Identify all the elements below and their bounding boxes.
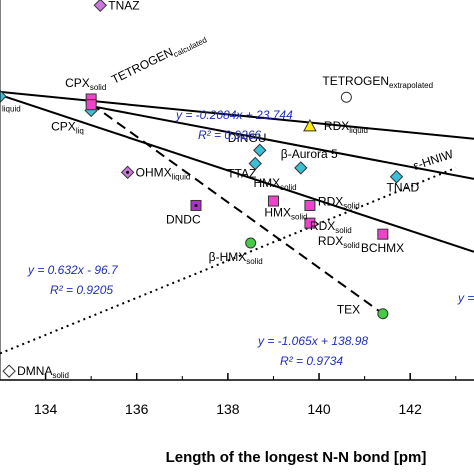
point-tex	[377, 308, 389, 320]
extra-label-1: TETROGENcalculated	[109, 29, 208, 88]
extra-label-2: HMXsolid	[264, 206, 307, 222]
label-β-hmx-solid: β-HMXsolid	[209, 250, 263, 266]
extra-label-3: RDXsolid	[310, 219, 352, 235]
r-squared-3: R² = 0.9734	[280, 354, 343, 368]
label-tex: TEX	[337, 303, 360, 317]
x-tick-label-136: 136	[125, 401, 149, 417]
label-hmx-solid: HMXsolid	[253, 176, 296, 192]
r-squared-1: R² = 0.9266	[198, 128, 261, 142]
point-tetrogen	[340, 91, 352, 103]
label-tetrogen-extrapolated: TETROGENextrapolated	[322, 74, 433, 90]
label-cpx-liq: CPXliq	[51, 119, 84, 135]
point-β-hmx	[245, 237, 257, 249]
equation-3: y = -1.065x + 138.98	[257, 334, 368, 348]
label-rdx-solid: RDXsolid	[318, 194, 360, 210]
point-hmx	[267, 195, 279, 207]
label-tnad: TNAD	[387, 181, 420, 195]
x-tick-label-134: 134	[34, 401, 58, 417]
point-dingu	[253, 143, 267, 157]
label-ohmx-liquid: OHMXliquid	[136, 165, 191, 181]
equation-2: y = 0.632x - 96.7	[27, 263, 119, 277]
extra-label-4: ε-HNIW	[411, 147, 455, 173]
fit-line-2	[0, 94, 474, 253]
point-rdx	[304, 199, 316, 211]
point-dot	[126, 170, 130, 174]
label-tnaz: TNAZ	[108, 0, 139, 12]
point-dot	[194, 203, 198, 207]
point-unlabeled	[85, 99, 97, 111]
x-tick-label-140: 140	[307, 401, 331, 417]
x-tick-label-142: 142	[399, 401, 423, 417]
label-β-aurora 5: β-Aurora 5	[281, 147, 338, 161]
regression-equations: y = -0.2084x + 23.744 R² = 0.9266 y = 0.63…	[27, 108, 474, 368]
r-squared-2: R² = 0.9205	[50, 283, 113, 297]
label-dmna-solid: DMNAsolid	[17, 364, 69, 380]
point-rdx	[303, 118, 317, 132]
x-tick-label-138: 138	[216, 401, 240, 417]
label-bchmx: BCHMX	[361, 241, 404, 255]
data-marks	[0, 0, 404, 378]
label-rdx-solid: RDXsolid	[318, 234, 360, 250]
label-rdx-liquid: RDXliquid	[324, 119, 368, 135]
equation-4: y =	[457, 291, 474, 305]
label-dingu: DINGU	[228, 131, 267, 145]
point-β-aurora-5	[294, 161, 308, 175]
point-unlabeled	[0, 89, 7, 104]
fit-line-1	[0, 90, 474, 140]
point-dmna	[2, 364, 16, 378]
label-partial: liquid	[2, 104, 21, 113]
point-tnad	[389, 170, 404, 184]
label-ttaz: TTAZ	[227, 166, 256, 180]
fit-line-3	[90, 105, 474, 180]
label-cpx-solid: CPXsolid	[65, 76, 106, 92]
fit-line-5	[0, 166, 457, 355]
equation-1: y = -0.2084x + 23.744	[175, 108, 293, 122]
fit-line-4	[90, 103, 384, 315]
x-axis: 134 136 138 140 142	[0, 0, 474, 417]
x-axis-label: Length of the longest N-N bond [pm]	[166, 449, 427, 466]
point-tnaz	[93, 0, 107, 13]
label-dndc: DNDC	[166, 212, 201, 226]
point-rdx	[304, 217, 316, 229]
point-ttaz	[248, 156, 262, 171]
point-labels: TNAZ OHMXliquid liquid CPXliq DINGU β-Aurora …	[2, 0, 456, 380]
point-bchmx	[377, 228, 389, 240]
fit-lines	[0, 90, 474, 355]
